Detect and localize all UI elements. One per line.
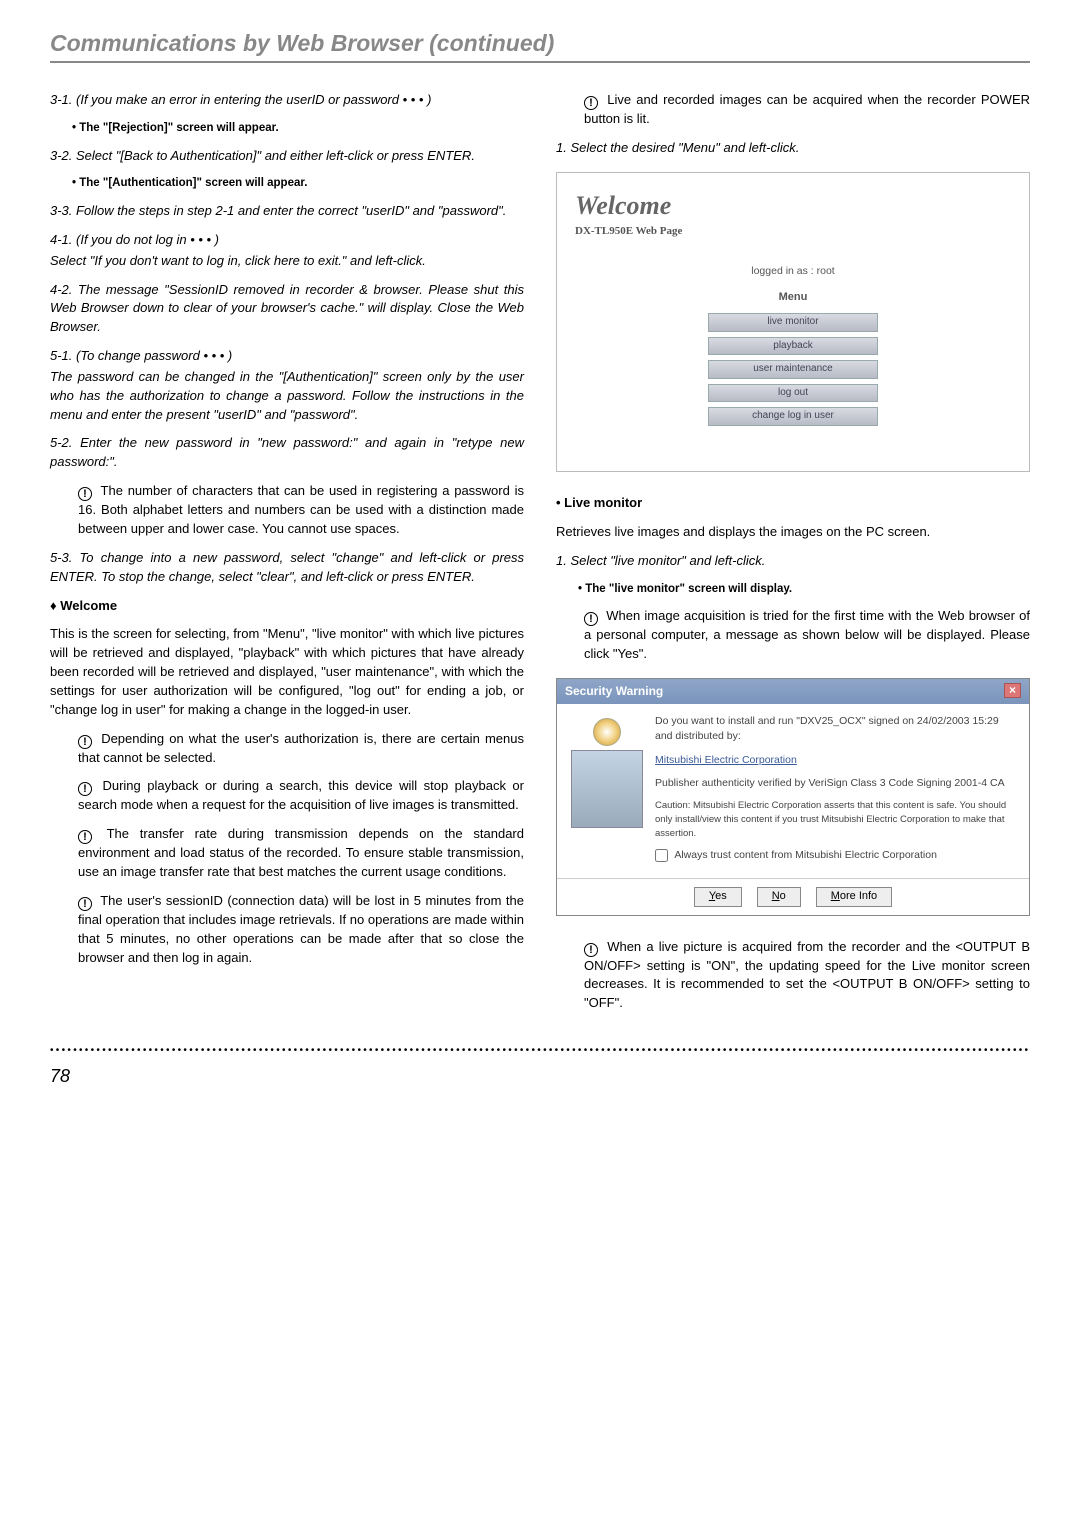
welcome-body: This is the screen for selecting, from "… — [50, 625, 524, 719]
trust-checkbox[interactable] — [655, 849, 668, 862]
note-text: The user's sessionID (connection data) w… — [78, 893, 524, 965]
note-text: During playback or during a search, this… — [78, 778, 524, 812]
warning-icon: ! — [78, 830, 92, 844]
more-info-button[interactable]: More Info — [816, 887, 892, 907]
note-auth: ! Depending on what the user's authoriza… — [78, 730, 524, 768]
welcome-screenshot: Welcome DX-TL950E Web Page logged in as … — [556, 172, 1030, 472]
dialog-icon-column — [567, 714, 647, 867]
para-4-2: 4-2. The message "SessionID removed in r… — [50, 281, 524, 338]
para-5-1b: The password can be changed in the "[Aut… — [50, 368, 524, 425]
sec-publisher-link[interactable]: Mitsubishi Electric Corporation — [655, 753, 1019, 768]
para-5-3: 5-3. To change into a new password, sele… — [50, 549, 524, 587]
para-3-3: 3-3. Follow the steps in step 2-1 and en… — [50, 202, 524, 221]
live-monitor-heading: • Live monitor — [556, 494, 1030, 513]
note-text: The number of characters that can be use… — [78, 483, 524, 536]
warning-icon: ! — [584, 96, 598, 110]
para-3-2: 3-2. Select "[Back to Authentication]" a… — [50, 147, 524, 166]
live-monitor-body: Retrieves live images and displays the i… — [556, 523, 1030, 542]
dialog-title: Security Warning — [565, 683, 663, 700]
sec-line-3: Publisher authenticity verified by VeriS… — [655, 776, 1019, 791]
menu-label: Menu — [575, 290, 1011, 306]
logged-in-label: logged in as : root — [575, 264, 1011, 279]
menu-user-maintenance[interactable]: user maintenance — [708, 360, 878, 379]
sec-line-1: Do you want to install and run "DXV25_OC… — [655, 714, 1019, 744]
close-icon[interactable]: × — [1004, 683, 1021, 698]
note-text: The transfer rate during transmission de… — [78, 826, 524, 879]
welcome-subtitle: DX-TL950E Web Page — [575, 224, 1011, 240]
live-step: 1. Select "live monitor" and left-click. — [556, 552, 1030, 571]
warning-icon: ! — [78, 735, 92, 749]
para-4-1b: Select "If you don't want to log in, cli… — [50, 252, 524, 271]
para-3-1: 3-1. (If you make an error in entering t… — [50, 91, 524, 110]
note-playback: ! During playback or during a search, th… — [78, 777, 524, 815]
menu-change-login[interactable]: change log in user — [708, 407, 878, 426]
security-warning-dialog: Security Warning × Do you want to instal… — [556, 678, 1030, 916]
dialog-titlebar: Security Warning × — [557, 679, 1029, 704]
trust-label: Always trust content from Mitsubishi Ele… — [674, 849, 937, 861]
bullet-3-1: • The "[Rejection]" screen will appear. — [72, 120, 524, 137]
welcome-heading: Welcome — [50, 597, 524, 616]
live-step-bullet: • The "live monitor" screen will display… — [578, 581, 1030, 598]
menu-live-monitor[interactable]: live monitor — [708, 313, 878, 332]
warning-icon: ! — [78, 782, 92, 796]
note-text: When image acquisition is tried for the … — [584, 608, 1030, 661]
warning-icon: ! — [584, 943, 598, 957]
note-password-chars: ! The number of characters that can be u… — [78, 482, 524, 539]
step-select-menu: 1. Select the desired "Menu" and left-cl… — [556, 139, 1030, 158]
para-4-1a: 4-1. (If you do not log in • • • ) — [50, 231, 524, 250]
note-power: ! Live and recorded images can be acquir… — [584, 91, 1030, 129]
warning-icon: ! — [78, 897, 92, 911]
para-5-1a: 5-1. (To change password • • • ) — [50, 347, 524, 366]
footer-dots: ••••••••••••••••••••••••••••••••••••••••… — [50, 1045, 1030, 1056]
globe-icon — [593, 718, 621, 746]
note-text: Live and recorded images can be acquired… — [584, 92, 1030, 126]
note-transfer: ! The transfer rate during transmission … — [78, 825, 524, 882]
sec-caution: Caution: Mitsubishi Electric Corporation… — [655, 799, 1019, 840]
warning-icon: ! — [78, 487, 92, 501]
left-column: 3-1. (If you make an error in entering t… — [50, 91, 524, 1023]
warning-icon: ! — [584, 612, 598, 626]
note-first-acquisition: ! When image acquisition is tried for th… — [584, 607, 1030, 664]
page-number: 78 — [50, 1066, 1030, 1087]
note-text: Depending on what the user's authorizati… — [78, 731, 524, 765]
computer-icon — [571, 750, 643, 828]
yes-button[interactable]: Yes — [694, 887, 742, 907]
welcome-logo: Welcome — [575, 187, 1011, 225]
note-session: ! The user's sessionID (connection data)… — [78, 892, 524, 968]
right-column: ! Live and recorded images can be acquir… — [556, 91, 1030, 1023]
menu-log-out[interactable]: log out — [708, 384, 878, 403]
content-columns: 3-1. (If you make an error in entering t… — [50, 91, 1030, 1023]
sec-trust-checkbox-row: Always trust content from Mitsubishi Ele… — [655, 848, 1019, 863]
note-text: When a live picture is acquired from the… — [584, 939, 1030, 1011]
bullet-3-2: • The "[Authentication]" screen will app… — [72, 175, 524, 192]
para-5-2: 5-2. Enter the new password in "new pass… — [50, 434, 524, 472]
note-output-b: ! When a live picture is acquired from t… — [584, 938, 1030, 1014]
page-header: Communications by Web Browser (continued… — [50, 30, 1030, 63]
menu-playback[interactable]: playback — [708, 337, 878, 356]
no-button[interactable]: No — [757, 887, 801, 907]
